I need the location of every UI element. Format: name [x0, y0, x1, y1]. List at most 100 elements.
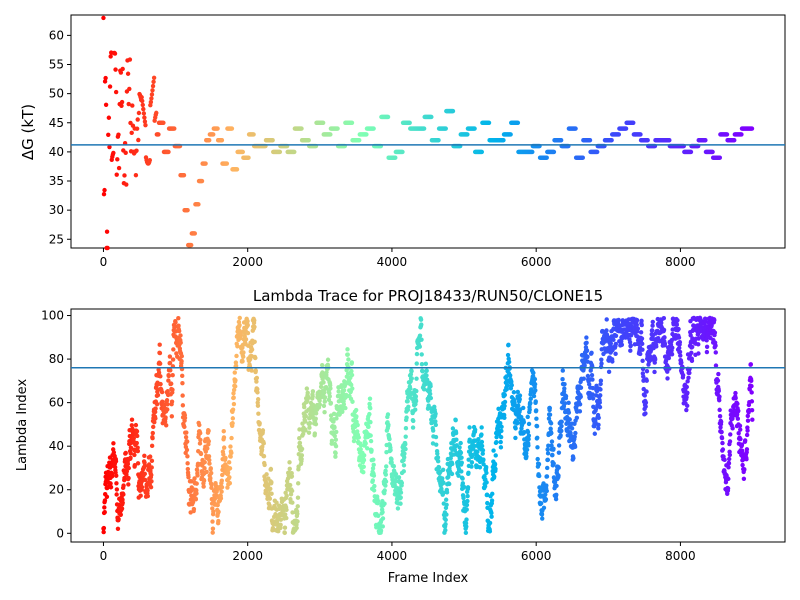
data-point	[241, 354, 246, 359]
x-tick-label: 8000	[665, 255, 696, 269]
data-point	[313, 416, 318, 421]
data-point	[560, 368, 565, 373]
data-point	[726, 476, 731, 482]
data-point	[661, 327, 667, 333]
data-point	[649, 328, 655, 333]
data-point	[684, 384, 689, 390]
data-point	[669, 352, 675, 357]
data-point	[312, 431, 318, 436]
data-point	[231, 395, 236, 400]
data-point	[209, 470, 214, 476]
data-point	[631, 120, 636, 125]
bottom-points	[101, 315, 755, 536]
data-point	[165, 407, 170, 412]
data-point	[517, 397, 522, 402]
data-point	[546, 443, 551, 448]
data-point	[577, 409, 583, 414]
data-point	[199, 178, 205, 184]
data-point	[140, 102, 145, 108]
data-point	[368, 438, 374, 444]
data-point	[219, 478, 225, 483]
data-point	[128, 451, 133, 456]
data-point	[571, 456, 576, 461]
data-point	[582, 363, 587, 368]
data-point	[334, 416, 339, 421]
data-point	[310, 394, 315, 399]
data-point	[556, 473, 561, 478]
data-point	[195, 473, 200, 478]
data-point	[346, 357, 351, 362]
data-point	[459, 469, 464, 474]
data-point	[169, 414, 175, 419]
data-point	[428, 395, 434, 401]
data-point	[749, 390, 754, 395]
data-point	[102, 509, 107, 515]
data-point	[320, 370, 325, 375]
data-point	[444, 502, 449, 508]
data-point	[158, 381, 163, 387]
y-tick-label: 100	[41, 309, 64, 323]
data-point	[255, 386, 260, 392]
data-point	[122, 475, 127, 481]
data-point	[147, 157, 152, 163]
data-point	[407, 120, 412, 125]
data-point	[611, 337, 616, 343]
data-point	[684, 407, 689, 413]
data-point	[479, 432, 484, 437]
data-point	[493, 466, 498, 472]
top-plot: 0 2000 4000 6000 8000 25 30 35 40 45 50 55 60 ΔG (k…	[19, 14, 786, 269]
data-point	[378, 528, 384, 533]
data-point	[383, 472, 389, 477]
data-point	[598, 381, 603, 387]
data-point	[328, 132, 333, 137]
data-point	[538, 501, 544, 506]
data-point	[739, 442, 745, 447]
data-point	[335, 126, 340, 131]
data-point	[114, 473, 119, 478]
data-point	[142, 463, 148, 468]
data-point	[182, 415, 188, 421]
data-point	[197, 430, 203, 436]
data-point	[513, 435, 518, 441]
data-point	[131, 436, 136, 441]
data-point	[297, 427, 302, 432]
data-point	[720, 440, 725, 446]
data-point	[502, 392, 508, 398]
data-point	[613, 341, 619, 347]
data-point	[227, 466, 233, 471]
data-point	[119, 506, 125, 511]
data-point	[192, 231, 198, 236]
data-point	[277, 149, 283, 155]
data-point	[521, 405, 526, 411]
data-point	[370, 478, 376, 483]
data-point	[328, 400, 334, 406]
data-point	[206, 428, 211, 434]
data-point	[504, 387, 509, 392]
data-point	[640, 341, 645, 347]
data-point	[749, 407, 755, 413]
data-point	[368, 419, 373, 425]
data-point	[598, 387, 603, 392]
data-point	[409, 368, 414, 374]
data-point	[464, 507, 469, 512]
data-point	[443, 522, 448, 527]
data-point	[440, 476, 445, 481]
data-point	[521, 430, 527, 435]
data-point	[429, 114, 434, 120]
data-point	[533, 388, 538, 393]
data-point	[466, 470, 471, 476]
data-point	[464, 502, 470, 508]
data-point	[433, 411, 438, 416]
data-point	[573, 126, 578, 131]
y-tick-label: 60	[49, 28, 64, 42]
data-point	[712, 330, 718, 335]
data-point	[328, 383, 333, 388]
data-point	[391, 464, 397, 469]
data-point	[440, 467, 446, 472]
data-point	[526, 433, 532, 438]
data-point	[586, 382, 592, 387]
data-point	[457, 445, 462, 450]
data-point	[678, 353, 683, 358]
data-point	[599, 361, 604, 366]
data-point	[207, 461, 212, 466]
